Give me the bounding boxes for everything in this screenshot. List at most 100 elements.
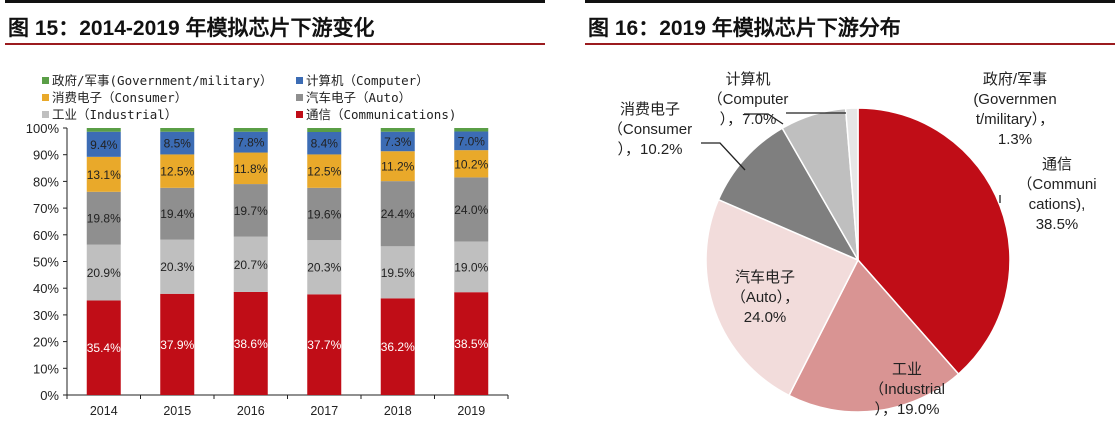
legend-label: 汽车电子（Auto） [306, 90, 412, 105]
bar-segment [454, 131, 489, 151]
data-label: 20.3% [307, 261, 341, 275]
legend-swatch [42, 111, 49, 118]
bar-segment [86, 191, 121, 245]
legend-item: 计算机（Computer） [296, 70, 429, 89]
pie-label-line: 1.3% [997, 131, 1033, 148]
data-label: 19.7% [234, 204, 268, 218]
y-tick-label: 30% [33, 308, 59, 323]
pie-label-line: 工业 [891, 361, 922, 378]
legend-item: 消费电子（Consumer） [42, 87, 187, 106]
data-label: 19.6% [307, 207, 341, 221]
data-label: 37.9% [160, 338, 194, 352]
pie-slice [787, 258, 960, 413]
x-tick-label: 2017 [310, 404, 338, 418]
data-label: 37.7% [307, 338, 341, 352]
bar-segment [160, 128, 195, 132]
bar-segment [233, 236, 268, 292]
bar-segment [233, 131, 268, 153]
pie-label-line: 38.5% [1035, 216, 1079, 233]
bar-segment [86, 244, 121, 301]
data-label: 19.5% [381, 266, 415, 280]
legend-label: 计算机（Computer） [306, 73, 429, 88]
legend-swatch [296, 94, 303, 101]
y-tick-label: 60% [33, 228, 59, 243]
bar-segment [307, 132, 342, 155]
legend-swatch [296, 111, 303, 118]
pie-label-line: ），7.0% [719, 111, 777, 128]
data-label: 35.4% [87, 341, 121, 355]
bar-segment [380, 246, 415, 299]
pie-label: 消费电子 （Consumer ），10.2% [608, 100, 692, 160]
y-tick-label: 70% [33, 201, 59, 216]
pie-label: 工业 （Industrial ），19.0% [869, 360, 945, 420]
bar-segment [454, 292, 489, 395]
data-label: 19.4% [160, 207, 194, 221]
pie-slice [705, 198, 860, 397]
bar-segment [380, 181, 415, 247]
bar-segment [160, 154, 195, 188]
data-label: 8.4% [311, 137, 339, 151]
bar-segment [160, 293, 195, 395]
top-rule [585, 0, 1115, 3]
data-label: 9.4% [90, 138, 118, 152]
legend-swatch [296, 77, 303, 84]
leader-line [701, 142, 746, 171]
bar-segment [160, 187, 195, 240]
y-tick-label: 20% [33, 335, 59, 350]
data-label: 10.2% [454, 157, 488, 171]
pie-label-line: （Auto）， [730, 289, 800, 306]
pie-label-line: (Governmen [973, 91, 1057, 108]
bar-segment [454, 177, 489, 242]
bar-segment [233, 184, 268, 237]
pie-label-line: （Consumer [607, 121, 693, 138]
y-tick-label: 90% [33, 148, 59, 163]
legend-swatch [42, 94, 49, 101]
y-tick-label: 10% [33, 361, 59, 376]
data-label: 20.9% [87, 266, 121, 280]
pie-label-line: ），10.2% [617, 141, 683, 158]
data-label: 38.6% [234, 337, 268, 351]
bar-segment [307, 187, 342, 241]
bar-segment [86, 131, 121, 157]
data-label: 7.3% [384, 135, 412, 149]
x-tick-label: 2019 [457, 404, 485, 418]
title-underline [585, 43, 1115, 45]
pie-label: 政府/军事 (Governmen t/military）， 1.3% [973, 70, 1056, 150]
bar-segment [380, 128, 415, 132]
bar-segment [86, 128, 121, 132]
pie-label: 通信 （Communi cations), 38.5% [1017, 155, 1096, 235]
legend-item: 政府/军事(Government/military） [42, 70, 273, 89]
x-tick-label: 2014 [90, 404, 118, 418]
legend-label: 工业（Industrial） [52, 107, 178, 122]
bar-segment [307, 240, 342, 295]
pie-label-line: cations), [1028, 196, 1086, 213]
bar-segment [86, 300, 121, 395]
pie-label-line: t/military）， [975, 111, 1055, 128]
bar-segment [454, 241, 489, 293]
title-underline [5, 43, 545, 45]
pie-label-line: 汽车电子 [734, 269, 796, 286]
data-label: 7.8% [237, 136, 265, 150]
right-figure: 图 16：2019 年模拟芯片下游分布 [560, 0, 1115, 423]
bar-segment [454, 150, 489, 178]
pie-slice [857, 107, 1011, 376]
legend-label: 通信（Communications) [306, 107, 457, 122]
data-label: 24.0% [454, 203, 488, 217]
x-tick-label: 2018 [384, 404, 412, 418]
pie-label: 计算机 （Computer ），7.0% [708, 70, 789, 130]
y-tick-label: 0% [40, 388, 59, 403]
data-label: 13.1% [87, 168, 121, 182]
stacked-bar-chart: 0% 10% 20% 30% 40% 50% 60% 70% 80% 90% 100% 2014 35.… [26, 121, 509, 418]
bar-segment [454, 128, 489, 132]
pie-label-line: 消费电子 [619, 101, 681, 118]
x-tick-label: 2016 [237, 404, 265, 418]
y-tick-label: 40% [33, 281, 59, 296]
data-label: 38.5% [454, 337, 488, 351]
bar-segment [160, 239, 195, 294]
bar-segment [307, 154, 342, 188]
data-label: 12.5% [160, 165, 194, 179]
bar-segment [380, 131, 415, 152]
legend-item: 工业（Industrial） [42, 104, 177, 123]
bar-segment [307, 128, 342, 133]
